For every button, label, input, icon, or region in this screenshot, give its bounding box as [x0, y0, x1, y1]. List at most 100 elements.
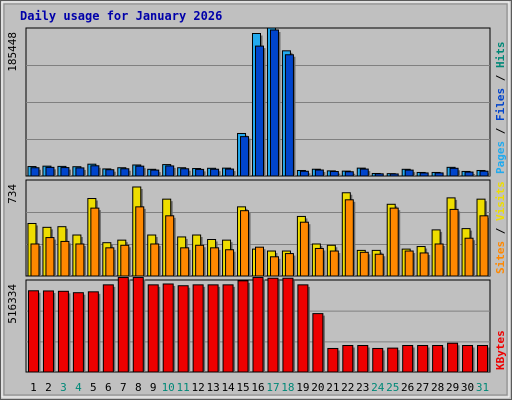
x-tick-label: 15	[236, 381, 249, 394]
x-tick-label: 21	[326, 381, 339, 394]
bar-top-s1-day10	[166, 166, 174, 176]
bar-bottom-s0-day30	[463, 346, 473, 372]
x-tick-label: 30	[461, 381, 474, 394]
bar-bottom-s0-day23	[358, 346, 368, 372]
bar-bottom-s0-day19	[298, 285, 308, 372]
x-tick-label: 26	[401, 381, 414, 394]
bar-top-s1-day24	[375, 174, 383, 176]
bar-middle-s1-day30	[465, 238, 473, 276]
bar-middle-s1-day20	[315, 248, 323, 276]
bar-middle-s1-day6	[106, 248, 114, 276]
bar-top-s1-day26	[405, 170, 413, 176]
bar-top-s1-day7	[121, 169, 129, 176]
bar-top-s1-day20	[315, 170, 323, 176]
x-tick-label: 24	[371, 381, 385, 394]
bar-bottom-s0-day24	[373, 348, 383, 372]
x-tick-label: 2	[45, 381, 52, 394]
bar-middle-s1-day28	[435, 244, 443, 276]
bar-bottom-s0-day25	[388, 348, 398, 372]
bar-top-s1-day14	[226, 169, 234, 176]
bar-top-s1-day4	[76, 168, 84, 176]
panel-bottom: 516334 KBytes	[6, 278, 507, 372]
x-tick-label: 18	[281, 381, 294, 394]
bar-middle-s1-day3	[61, 241, 69, 276]
bar-bottom-s0-day26	[403, 346, 413, 372]
y-tick-label: 734	[6, 184, 19, 204]
bar-middle-s1-day7	[121, 245, 129, 276]
bar-bottom-s0-day17	[268, 278, 278, 372]
x-tick-label: 13	[206, 381, 219, 394]
bar-bottom-s0-day5	[88, 292, 98, 372]
legend-word: Pages	[494, 141, 507, 174]
bar-middle-s1-day11	[181, 248, 189, 276]
legend-top: Pages / Files / Hits	[494, 42, 507, 175]
legend-word: /	[494, 74, 507, 88]
bar-middle-s1-day27	[420, 253, 428, 276]
panel-top: 185448 Pages / Files / Hits	[6, 28, 507, 176]
x-tick-label: 16	[251, 381, 264, 394]
bar-middle-s1-day12	[196, 245, 204, 276]
bar-top-s1-day12	[196, 169, 204, 176]
bar-bottom-s0-day27	[418, 346, 428, 372]
bar-bottom-s0-day20	[313, 314, 323, 372]
bar-middle-s1-day19	[300, 222, 308, 276]
x-tick-label: 25	[386, 381, 399, 394]
bar-middle-s1-day16	[256, 247, 264, 276]
x-tick-label: 22	[341, 381, 354, 394]
bar-bottom-s0-day31	[478, 346, 488, 372]
bar-bottom-s0-day11	[178, 286, 188, 372]
bar-top-s1-day1	[31, 168, 39, 176]
legend-word: Visits	[494, 181, 507, 227]
bar-bottom-s0-day15	[238, 281, 248, 372]
y-tick-label: 516334	[6, 284, 19, 324]
bar-bottom-s0-day13	[208, 285, 218, 372]
bar-bottom-s0-day9	[148, 285, 158, 372]
bar-bottom-s0-day4	[73, 293, 83, 372]
bar-top-s1-day17	[270, 30, 278, 176]
bar-middle-s1-day9	[151, 244, 159, 276]
bar-top-s1-day9	[151, 170, 159, 176]
bar-middle-s1-day4	[76, 244, 84, 276]
bar-middle-s1-day17	[270, 257, 278, 276]
bar-bottom-s0-day28	[433, 346, 443, 372]
bar-middle-s1-day18	[285, 254, 293, 276]
bar-top-s1-day27	[420, 173, 428, 176]
y-tick-label: 185448	[6, 32, 19, 72]
bar-middle-s1-day26	[405, 251, 413, 276]
bar-bottom-s0-day2	[43, 291, 53, 372]
bar-middle-s1-day14	[226, 250, 234, 276]
x-tick-label: 29	[446, 381, 459, 394]
legend-word: Files	[494, 88, 507, 128]
x-tick-label: 27	[416, 381, 429, 394]
bar-bottom-s0-day10	[163, 284, 173, 372]
x-tick-label: 10	[162, 381, 175, 394]
x-tick-label: 1	[30, 381, 37, 394]
x-tick-label: 8	[135, 381, 142, 394]
legend-word: /	[494, 227, 507, 241]
x-tick-label: 17	[266, 381, 279, 394]
x-tick-label: 23	[356, 381, 369, 394]
x-tick-label: 31	[476, 381, 489, 394]
bar-middle-s1-day29	[450, 209, 458, 276]
legend-word: KBytes	[494, 330, 507, 370]
x-tick-label: 3	[60, 381, 67, 394]
x-tick-label: 9	[150, 381, 157, 394]
x-tick-label: 14	[221, 381, 235, 394]
x-tick-label: 7	[120, 381, 127, 394]
bar-top-s1-day29	[450, 168, 458, 176]
legend-bottom: KBytes	[494, 330, 507, 370]
bar-middle-s1-day15	[241, 211, 249, 276]
bar-top-s1-day31	[480, 171, 488, 176]
bar-top-s1-day25	[390, 174, 398, 176]
bar-middle-s1-day8	[136, 207, 144, 276]
bar-middle-s1-day22	[345, 200, 353, 276]
bar-bottom-s0-day16	[253, 278, 263, 372]
bar-middle-s1-day25	[390, 208, 398, 276]
x-tick-label: 4	[75, 381, 82, 394]
bar-top-s1-day8	[136, 166, 144, 176]
bar-top-s1-day30	[465, 172, 473, 176]
bar-middle-s1-day10	[166, 216, 174, 276]
